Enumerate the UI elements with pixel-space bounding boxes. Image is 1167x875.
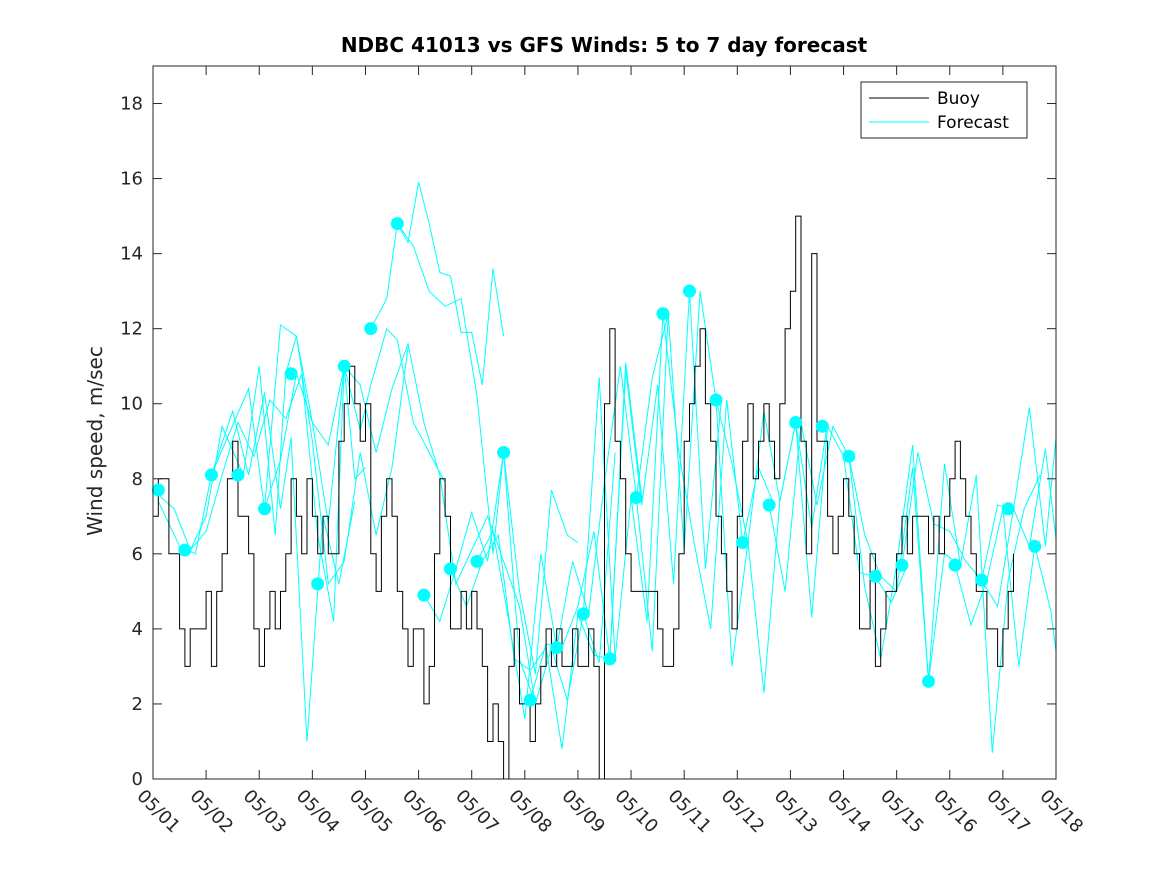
y-tick-label: 0 xyxy=(132,769,143,790)
forecast-marker xyxy=(231,468,245,482)
forecast-marker xyxy=(443,562,457,576)
y-tick-label: 10 xyxy=(120,394,143,415)
forecast-marker xyxy=(151,483,165,497)
forecast-marker xyxy=(364,322,378,336)
forecast-marker xyxy=(390,217,404,231)
plot-area xyxy=(151,182,1057,780)
y-tick-label: 8 xyxy=(132,469,143,490)
axes-box xyxy=(152,65,1057,780)
y-axis-label: Wind speed, m/sec xyxy=(83,346,107,536)
forecast-marker xyxy=(948,558,962,572)
forecast-marker xyxy=(895,558,909,572)
forecast-marker xyxy=(258,502,272,516)
forecast-run-line xyxy=(981,448,1057,608)
forecast-run-line xyxy=(210,323,409,586)
forecast-marker xyxy=(709,393,723,407)
legend-forecast-label: Forecast xyxy=(937,113,1009,133)
forecast-marker xyxy=(868,569,882,583)
forecast-marker xyxy=(762,498,776,512)
forecast-marker xyxy=(629,491,643,505)
y-tick-label: 2 xyxy=(132,694,143,715)
y-tick-label: 16 xyxy=(120,169,143,190)
y-axis-ticks: 0 2 4 6 8 10 12 14 16 18 xyxy=(120,94,1056,790)
forecast-marker xyxy=(523,693,537,707)
forecast-marker xyxy=(789,416,803,429)
y-tick-label: 12 xyxy=(120,319,143,340)
forecast-marker xyxy=(204,468,218,482)
y-tick-label: 14 xyxy=(120,244,143,265)
y-tick-label: 4 xyxy=(132,619,143,640)
forecast-marker xyxy=(337,359,351,373)
forecast-marker xyxy=(497,446,511,460)
forecast-run-line xyxy=(396,223,579,674)
forecast-marker xyxy=(311,577,325,591)
forecast-marker xyxy=(656,307,670,321)
forecast-marker xyxy=(603,652,617,666)
y-tick-label: 6 xyxy=(132,544,143,565)
chart-title: NDBC 41013 vs GFS Winds: 5 to 7 day fore… xyxy=(341,33,868,57)
legend: Buoy Forecast xyxy=(860,81,1028,139)
forecast-marker xyxy=(736,536,750,550)
forecast-marker xyxy=(1001,502,1015,516)
forecast-marker xyxy=(550,641,564,655)
y-tick-label: 18 xyxy=(120,94,143,115)
forecast-marker xyxy=(682,284,696,298)
forecast-marker xyxy=(284,367,298,381)
forecast-marker xyxy=(922,674,936,688)
forecast-marker xyxy=(576,607,590,621)
forecast-marker xyxy=(1028,539,1042,553)
forecast-marker xyxy=(178,543,192,557)
forecast-marker xyxy=(470,554,484,568)
forecast-marker xyxy=(417,588,431,602)
forecast-marker xyxy=(975,573,989,587)
buoy-line xyxy=(153,215,1014,780)
forecast-marker xyxy=(842,449,856,463)
buoy-series-group xyxy=(153,215,1014,780)
legend-buoy-label: Buoy xyxy=(937,89,980,109)
forecast-run-line xyxy=(954,508,1057,667)
forecast-marker xyxy=(815,419,829,433)
legend-box xyxy=(860,81,1028,139)
forecast-run-line xyxy=(343,341,536,704)
forecast-markers-group xyxy=(151,217,1042,707)
